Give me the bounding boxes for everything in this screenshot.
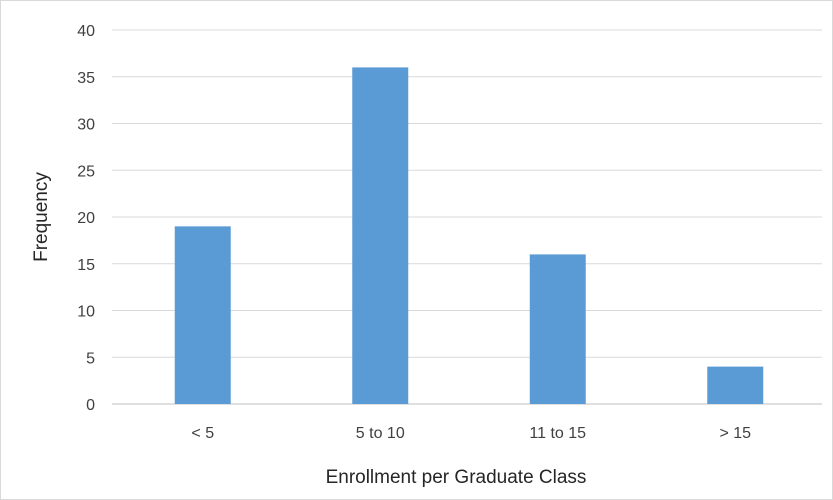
x-tick-label: 11 to 15 [529, 425, 586, 442]
x-tick-label: < 5 [191, 425, 214, 442]
y-tick-labels: 0 5 10 15 20 25 30 35 40 [77, 23, 95, 414]
y-tick-label: 5 [86, 350, 95, 367]
y-tick-label: 0 [86, 397, 95, 414]
y-tick-label: 25 [77, 163, 95, 180]
y-axis-title: Frequency [31, 172, 52, 262]
bar-3 [707, 366, 764, 404]
bar-0 [174, 226, 231, 404]
x-axis-title: Enrollment per Graduate Class [326, 467, 587, 488]
y-tick-label: 20 [77, 210, 95, 227]
x-tick-label: > 15 [719, 425, 751, 442]
y-tick-label: 10 [77, 304, 95, 321]
y-tick-label: 15 [77, 257, 95, 274]
x-tick-labels: < 5 5 to 10 11 to 15 > 15 [191, 425, 751, 442]
bars [174, 67, 764, 405]
x-tick-label: 5 to 10 [356, 425, 405, 442]
y-tick-label: 40 [77, 23, 95, 40]
bar-1 [352, 67, 409, 405]
bar-2 [529, 254, 586, 404]
y-tick-label: 35 [77, 70, 95, 87]
y-tick-label: 30 [77, 117, 95, 134]
